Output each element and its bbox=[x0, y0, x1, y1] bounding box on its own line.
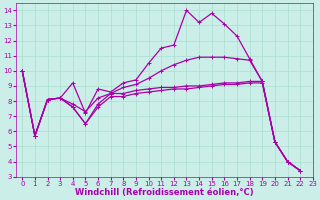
X-axis label: Windchill (Refroidissement éolien,°C): Windchill (Refroidissement éolien,°C) bbox=[75, 188, 254, 197]
